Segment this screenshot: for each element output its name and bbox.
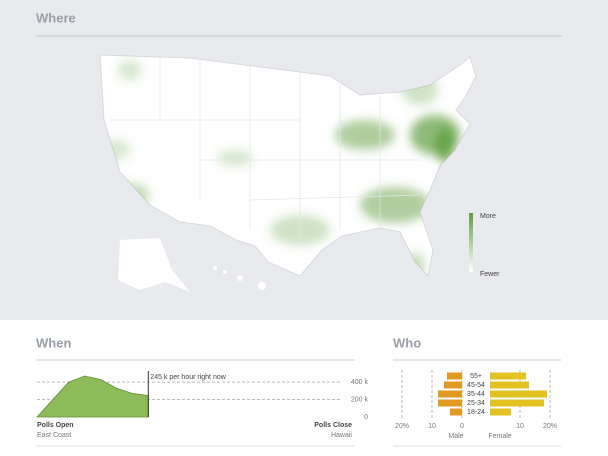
start-label: Polls Open — [37, 422, 74, 429]
category-label: 55+ — [470, 373, 482, 380]
legend-label: Male — [448, 433, 463, 440]
legend-label: Female — [488, 433, 511, 440]
start-sublabel: East Coast — [37, 432, 71, 439]
end-sublabel: Hawaii — [331, 432, 352, 439]
end-label: Polls Close — [314, 422, 352, 429]
legend-gradient — [469, 213, 473, 272]
bar — [444, 381, 462, 389]
annotation: 245 k per hour right now — [150, 374, 226, 381]
bar — [438, 399, 462, 407]
bar — [490, 381, 529, 389]
section-title: Who — [393, 335, 421, 350]
section-title: Where — [36, 10, 76, 25]
x-tick-label: 10 — [428, 423, 436, 430]
category-label: 35-44 — [467, 391, 485, 398]
bar — [447, 372, 462, 380]
bar — [438, 390, 462, 398]
bar — [490, 372, 526, 380]
y-tick-label: 400 k — [351, 379, 369, 386]
x-tick-label: 10 — [516, 423, 524, 430]
x-tick-label: 20% — [395, 423, 409, 430]
category-label: 25-34 — [467, 400, 485, 407]
y-tick-label: 0 — [364, 414, 368, 421]
x-tick-label: 20% — [543, 423, 557, 430]
bar — [490, 399, 544, 407]
legend-label: More — [480, 213, 496, 220]
us-map — [99, 54, 477, 292]
section-title: When — [36, 335, 71, 350]
legend-label: Fewer — [480, 271, 500, 278]
category-label: 45-54 — [467, 382, 485, 389]
bar — [490, 408, 511, 416]
y-tick-label: 200 k — [351, 396, 369, 403]
bar — [450, 408, 462, 416]
x-tick-label: 0 — [460, 423, 464, 430]
category-label: 18-24 — [467, 409, 485, 416]
bar — [490, 390, 547, 398]
